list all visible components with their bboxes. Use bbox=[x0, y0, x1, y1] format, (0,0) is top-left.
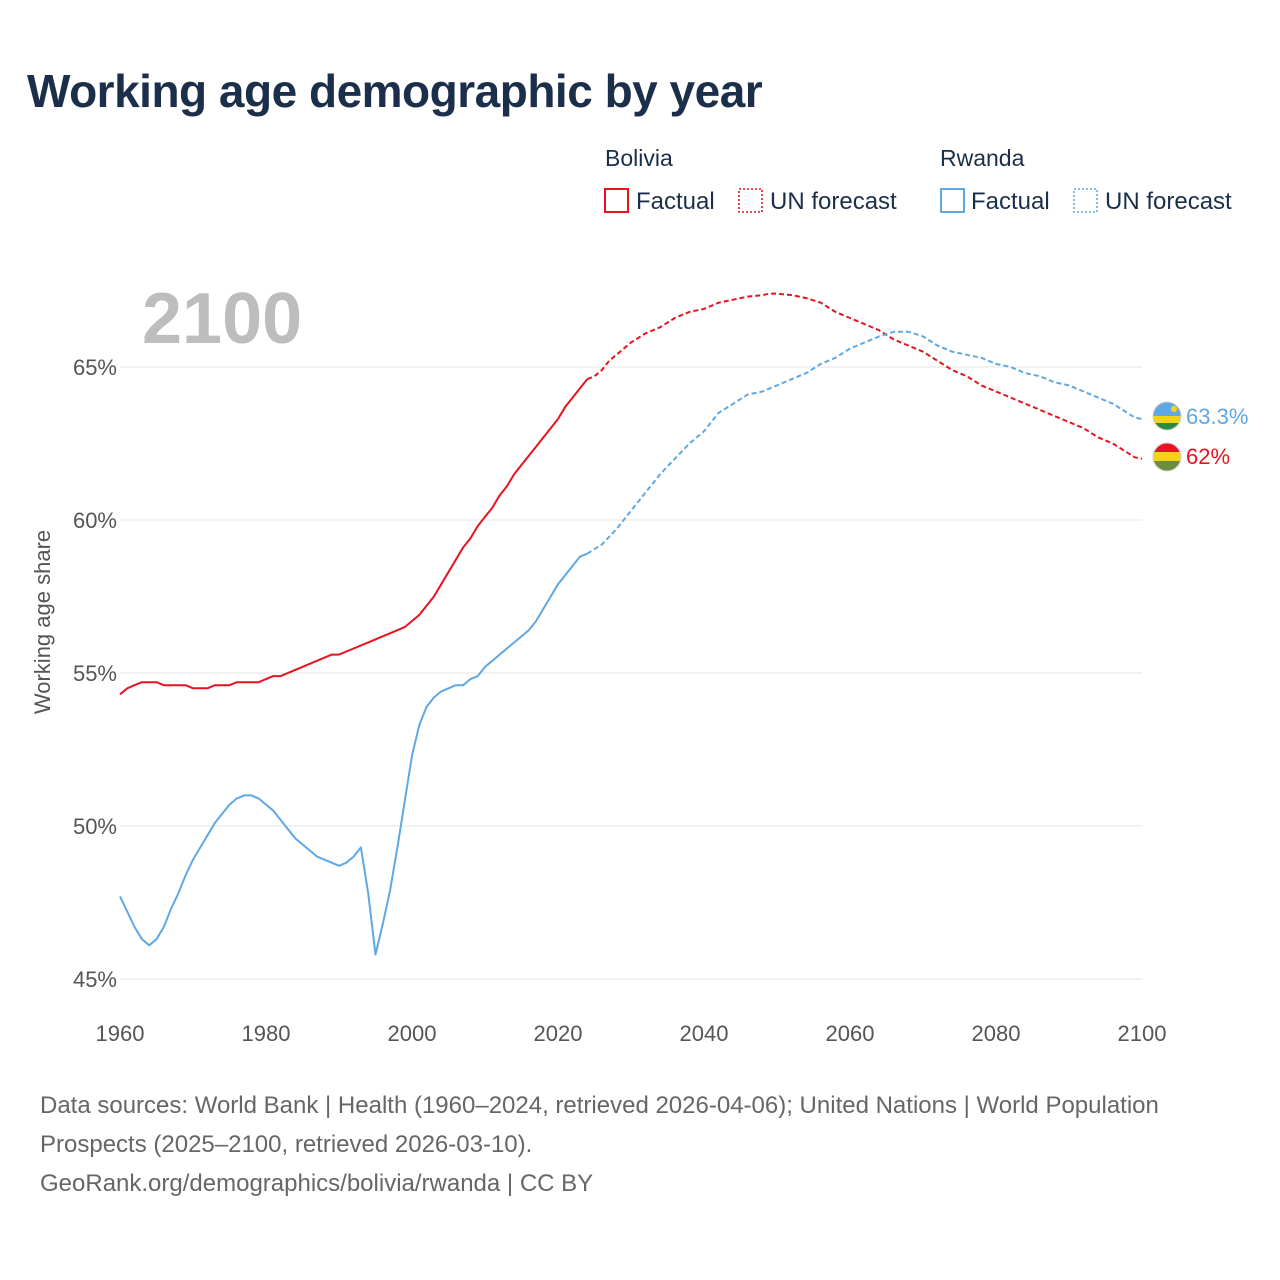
end-label-bolivia: 62% bbox=[1186, 444, 1230, 469]
x-tick-label: 1960 bbox=[96, 1021, 145, 1046]
legend-swatch-bolivia-factual[interactable] bbox=[604, 188, 629, 213]
x-tick-label: 1980 bbox=[242, 1021, 291, 1046]
y-tick-label: 45% bbox=[73, 967, 117, 992]
x-tick-label: 2020 bbox=[534, 1021, 583, 1046]
series-line-bolivia-forecast[interactable] bbox=[586, 292, 1143, 460]
rwanda-flag-icon bbox=[1152, 401, 1182, 431]
y-tick-label: 60% bbox=[73, 508, 117, 533]
y-axis-ticks: 45% 50% 55% 60% 65% bbox=[73, 355, 117, 992]
legend-label-bolivia-factual[interactable]: Factual bbox=[636, 188, 715, 215]
legend-swatch-bolivia-forecast[interactable] bbox=[738, 188, 763, 213]
x-tick-label: 2000 bbox=[388, 1021, 437, 1046]
legend: Bolivia Factual UN forecast Rwanda Factu… bbox=[604, 145, 1232, 215]
chart-title: Working age demographic by year bbox=[27, 65, 763, 117]
legend-group-bolivia: Bolivia bbox=[605, 145, 673, 171]
x-axis-ticks: 1960 1980 2000 2020 2040 2060 2080 2100 bbox=[96, 1021, 1167, 1046]
x-tick-label: 2080 bbox=[972, 1021, 1021, 1046]
bolivia-flag-icon bbox=[1152, 442, 1182, 472]
y-tick-label: 55% bbox=[73, 661, 117, 686]
series-line-bolivia-factual[interactable] bbox=[119, 378, 588, 696]
source-link[interactable]: GeoRank.org/demographics/bolivia/rwanda … bbox=[40, 1170, 594, 1197]
line-chart: Bolivia Factual UN forecast Rwanda Factu… bbox=[30, 145, 1248, 1046]
y-tick-label: 65% bbox=[73, 355, 117, 380]
x-tick-label: 2060 bbox=[826, 1021, 875, 1046]
data-sources-text: Data sources: World Bank | Health (1960–… bbox=[40, 1092, 1159, 1158]
series-line-rwanda-forecast[interactable] bbox=[586, 330, 1143, 555]
footer: Data sources: World Bank | Health (1960–… bbox=[40, 1086, 1160, 1203]
legend-swatch-rwanda-forecast[interactable] bbox=[1073, 188, 1098, 213]
legend-label-rwanda-factual[interactable]: Factual bbox=[971, 188, 1050, 215]
end-label-rwanda: 63.3% bbox=[1186, 404, 1248, 429]
legend-group-rwanda: Rwanda bbox=[940, 145, 1025, 171]
series-line-rwanda-factual[interactable] bbox=[119, 552, 588, 956]
x-tick-label: 2100 bbox=[1118, 1021, 1167, 1046]
series-lines bbox=[119, 292, 1143, 956]
x-tick-label: 2040 bbox=[680, 1021, 729, 1046]
legend-label-bolivia-forecast[interactable]: UN forecast bbox=[770, 188, 897, 215]
legend-label-rwanda-forecast[interactable]: UN forecast bbox=[1105, 188, 1232, 215]
year-watermark: 2100 bbox=[142, 279, 302, 359]
y-axis-title: Working age share bbox=[30, 530, 55, 714]
y-tick-label: 50% bbox=[73, 814, 117, 839]
gridlines bbox=[120, 366, 1142, 980]
legend-swatch-rwanda-factual[interactable] bbox=[940, 188, 965, 213]
